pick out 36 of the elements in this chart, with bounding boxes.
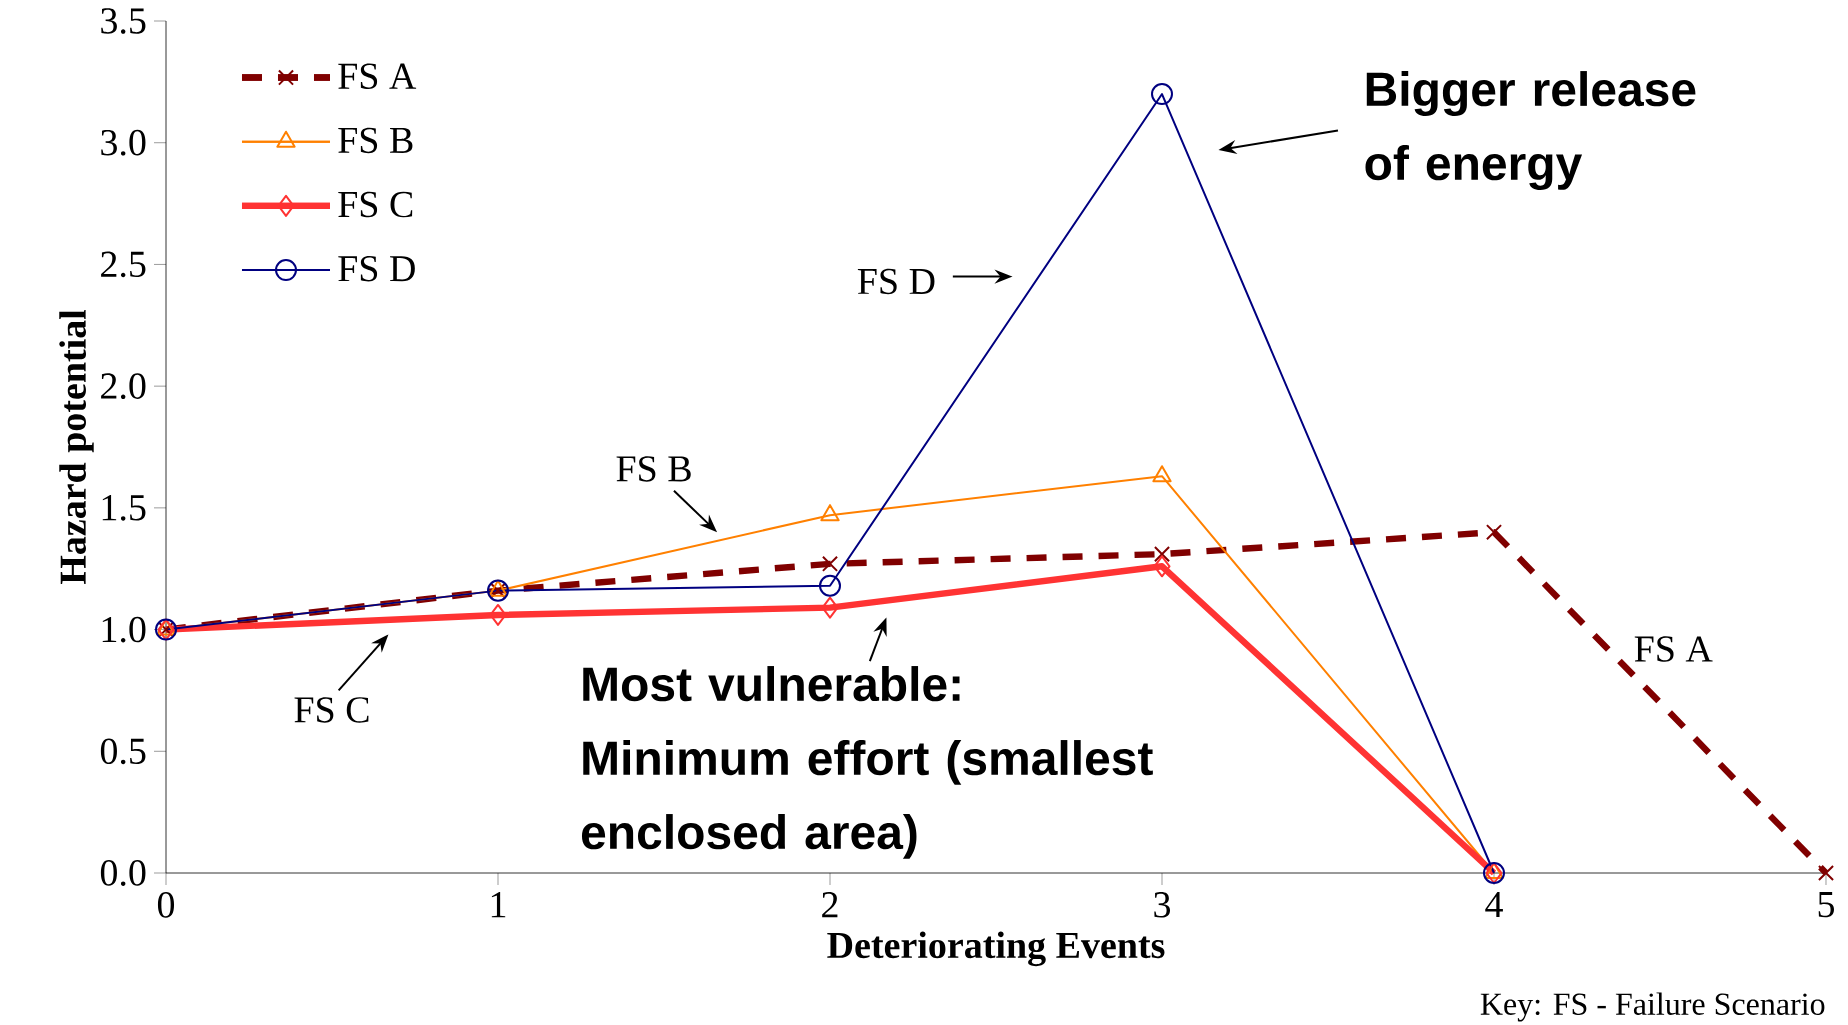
x-axis-title: Deteriorating Events bbox=[827, 931, 1165, 967]
point bbox=[821, 596, 839, 619]
y-tick-label: 2.0 bbox=[101, 373, 146, 400]
y-tick-label: 3.5 bbox=[101, 8, 146, 34]
text: Key: FS - Failure Scenario bbox=[1480, 992, 1825, 1022]
annotation: FS C bbox=[294, 697, 369, 723]
y-tick-label: 1.5 bbox=[102, 495, 146, 521]
legend-label: FS D bbox=[338, 255, 415, 282]
annotation: Bigger release of energy bbox=[1365, 71, 1696, 191]
x-tick-label: 4 bbox=[1485, 892, 1503, 918]
y-axis-title: Hazard potential bbox=[59, 309, 94, 585]
point bbox=[489, 603, 507, 626]
y-tick-label: 0.5 bbox=[100, 738, 146, 765]
y-tick-label: 2.5 bbox=[101, 251, 146, 278]
legend-label: FS C bbox=[338, 191, 413, 218]
legend-label: FS B bbox=[338, 127, 413, 154]
annotation: FS A bbox=[1634, 636, 1713, 662]
x-tick-label: 3 bbox=[1154, 892, 1170, 918]
legend-label: FS A bbox=[338, 63, 417, 90]
point bbox=[1153, 546, 1171, 563]
y-tick-label: 1.0 bbox=[102, 616, 146, 643]
y-tick-label: 3.0 bbox=[101, 129, 146, 156]
point bbox=[1817, 864, 1835, 882]
annotation: FS B bbox=[616, 456, 691, 482]
point bbox=[1485, 524, 1503, 541]
y-tick-label: 0.0 bbox=[100, 860, 146, 886]
point bbox=[819, 574, 841, 597]
x-tick-label: 2 bbox=[822, 892, 838, 918]
annotation: Most vulnerable: Minimum effort (smallest enclosed area) bbox=[581, 666, 1153, 859]
x-tick-label: 0 bbox=[157, 892, 175, 918]
point bbox=[1153, 555, 1171, 578]
x-tick-label: 1 bbox=[491, 892, 506, 918]
annotation: FS D bbox=[857, 268, 935, 295]
point bbox=[1151, 83, 1173, 106]
x-tick-label: 5 bbox=[1818, 892, 1834, 918]
point bbox=[821, 555, 839, 572]
